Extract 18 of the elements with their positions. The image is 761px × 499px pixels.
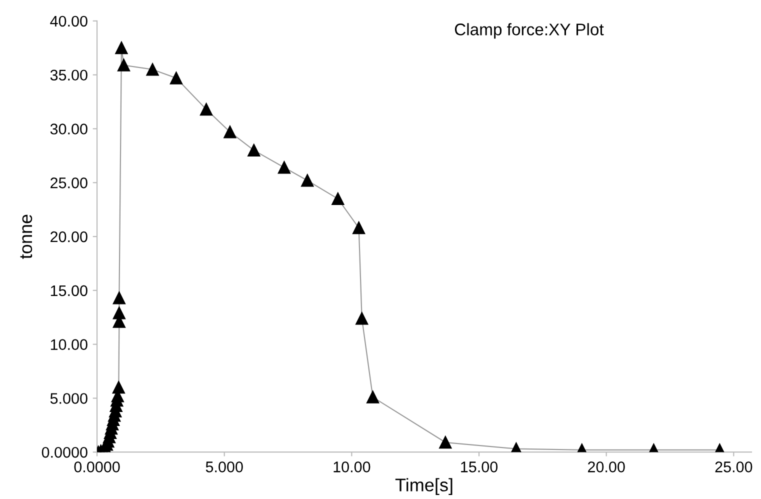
y-tick-label: 40.00 — [50, 16, 88, 27]
chart-title: Clamp force:XY Plot — [454, 23, 604, 39]
x-tick-label: 10.00 — [334, 462, 370, 472]
x-tick-label: 0.0000 — [74, 462, 120, 472]
y-tick-label: 0.0000 — [42, 446, 88, 458]
x-tick-label: 20.00 — [588, 462, 625, 472]
x-tick-label: 25.00 — [715, 462, 752, 472]
y-tick-label: 20.00 — [50, 231, 88, 242]
y-tick-label: 35.00 — [50, 70, 88, 81]
y-tick-label: 5.000 — [50, 393, 88, 404]
y-tick-label: 10.00 — [50, 339, 88, 350]
y-axis-title: tonne — [20, 214, 32, 259]
x-tick-label: 15.00 — [461, 462, 498, 472]
y-tick-label: 25.00 — [50, 178, 88, 188]
y-tick-label: 15.00 — [50, 285, 88, 296]
x-tick-label: 5.000 — [206, 462, 243, 472]
y-tick-label: 30.00 — [50, 124, 88, 134]
x-axis-title: Time[s] — [395, 478, 452, 495]
